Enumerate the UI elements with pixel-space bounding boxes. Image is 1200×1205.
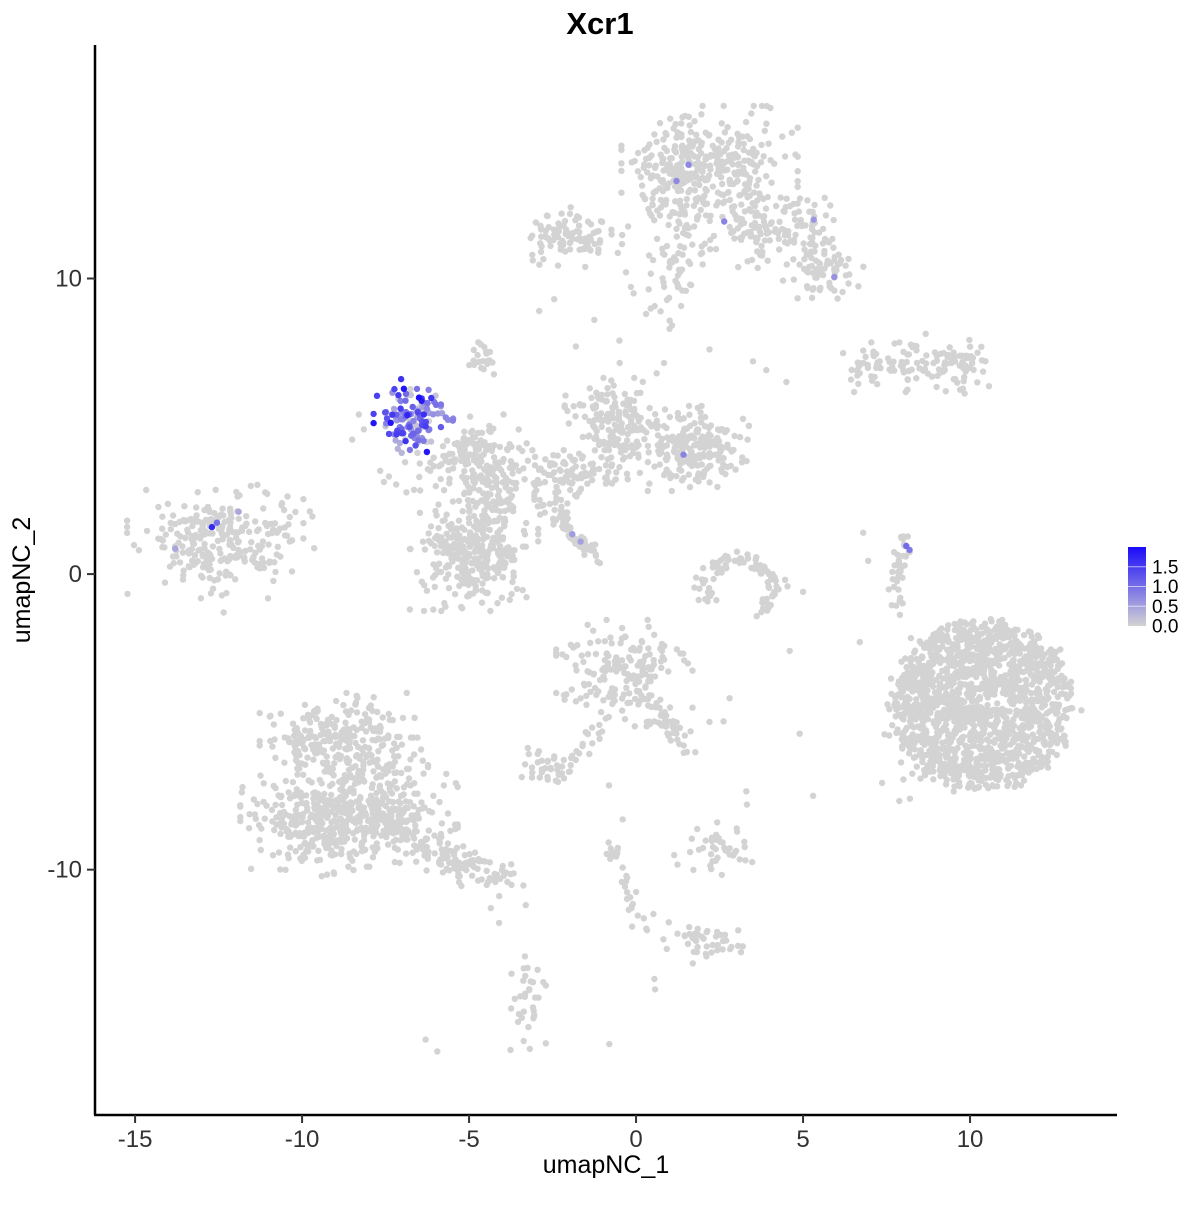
x-axis-label: umapNC_1 <box>543 1151 669 1179</box>
scatter-points-layer <box>123 102 1085 1055</box>
plot-title: Xcr1 <box>566 6 633 41</box>
axis-tick-label: -5 <box>458 1126 479 1153</box>
y-axis-label: umapNC_2 <box>8 517 36 643</box>
axis-tick-label: 10 <box>55 266 82 293</box>
axis-tick-label: 5 <box>796 1126 809 1153</box>
axis-tick-label: 10 <box>957 1126 984 1153</box>
axis-tick-label: -10 <box>285 1126 320 1153</box>
colorbar-legend: 0.00.51.01.5 <box>1128 547 1178 638</box>
axis-tick-label: 0 <box>69 561 82 588</box>
axis-tick-label: 0 <box>629 1126 642 1153</box>
legend-tick-label: 0.0 <box>1152 617 1178 638</box>
axis-tick-label: -10 <box>47 857 82 884</box>
axis-tick-label: -15 <box>118 1126 153 1153</box>
legend-tick-label: 0.5 <box>1152 597 1178 618</box>
legend-tick-label: 1.0 <box>1152 577 1178 598</box>
axes-layer: -15 -10 -5 0 5 10 -10 0 10 <box>47 45 1117 1153</box>
legend-tick-label: 1.5 <box>1152 557 1178 578</box>
